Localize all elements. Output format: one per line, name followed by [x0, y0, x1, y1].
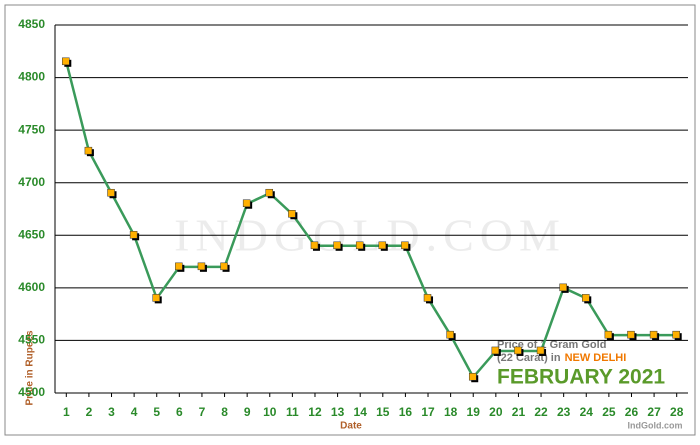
marker: [220, 262, 228, 271]
x-tick-label: 13: [331, 405, 345, 419]
y-tick-label: 4600: [18, 280, 45, 294]
marker: [288, 210, 296, 218]
x-tick-label: 23: [557, 405, 571, 419]
x-tick-label: 16: [399, 405, 413, 419]
marker: [627, 330, 635, 339]
x-tick-label: 4: [131, 405, 138, 419]
marker: [152, 294, 160, 302]
marker: [649, 330, 658, 339]
x-tick-label: 15: [376, 405, 390, 419]
annotation-month: FEBRUARY 2021: [497, 366, 665, 389]
x-tick-label: 25: [602, 405, 616, 419]
marker: [468, 372, 477, 381]
x-tick-label: 28: [670, 405, 684, 419]
y-axis-label: Price in Rupees: [25, 330, 36, 405]
x-tick-label: 14: [354, 405, 368, 419]
marker: [242, 199, 251, 207]
annotation-city: NEW DELHI: [565, 352, 627, 364]
x-tick-label: 3: [108, 405, 115, 419]
x-tick-label: 24: [580, 405, 594, 419]
line: [65, 61, 677, 380]
x-tick-label: 19: [467, 405, 481, 419]
marker: [672, 330, 680, 339]
y-tick-label: 4750: [18, 122, 45, 136]
x-tick-label: 2: [86, 405, 93, 419]
y-tick-label: 4700: [18, 175, 45, 189]
annotation-prefix: (22 Carat) in: [497, 352, 561, 364]
marker: [84, 146, 93, 155]
marker: [265, 188, 274, 197]
marker: [536, 346, 545, 355]
y-tick-label: 4650: [18, 227, 45, 241]
x-tick-label: 1: [63, 405, 70, 419]
x-axis-label: Date: [340, 421, 362, 432]
x-tick-label: 12: [308, 405, 322, 419]
x-tick-label: 18: [444, 405, 458, 419]
marker: [355, 241, 364, 250]
x-tick-label: 7: [199, 405, 206, 419]
x-tick-label: 5: [153, 405, 160, 419]
marker: [604, 330, 613, 339]
marker: [514, 346, 522, 355]
marker: [582, 294, 590, 302]
x-tick-label: 27: [647, 405, 661, 419]
marker: [129, 231, 138, 239]
y-tick-label: 4850: [18, 17, 45, 31]
x-tick-label: 17: [421, 405, 435, 419]
x-tick-label: 22: [534, 405, 548, 419]
marker: [378, 241, 387, 250]
x-tick-label: 8: [221, 405, 228, 419]
x-tick-label: 10: [263, 405, 277, 419]
marker: [107, 188, 115, 197]
x-tick-label: 6: [176, 405, 183, 419]
y-tick-label: 4550: [18, 333, 45, 347]
marker: [491, 346, 500, 355]
marker: [175, 262, 183, 271]
annotation-line1: Price of 1 Gram Gold: [497, 339, 606, 351]
frame: [4, 4, 696, 436]
marker: [62, 57, 70, 66]
x-tick-label: 20: [489, 405, 503, 419]
marker: [401, 241, 409, 250]
x-tick-label: 9: [244, 405, 251, 419]
credit: IndGold.com: [628, 420, 683, 430]
x-tick-label: 26: [625, 405, 639, 419]
y-tick-label: 4500: [18, 385, 45, 399]
x-tick-label: 21: [512, 405, 526, 419]
marker: [446, 330, 454, 339]
marker: [333, 241, 341, 250]
marker: [197, 262, 206, 271]
marker: [310, 241, 319, 250]
x-tick-label: 11: [286, 405, 299, 419]
marker: [423, 294, 432, 302]
marker: [559, 283, 567, 292]
y-tick-label: 4800: [18, 70, 45, 84]
